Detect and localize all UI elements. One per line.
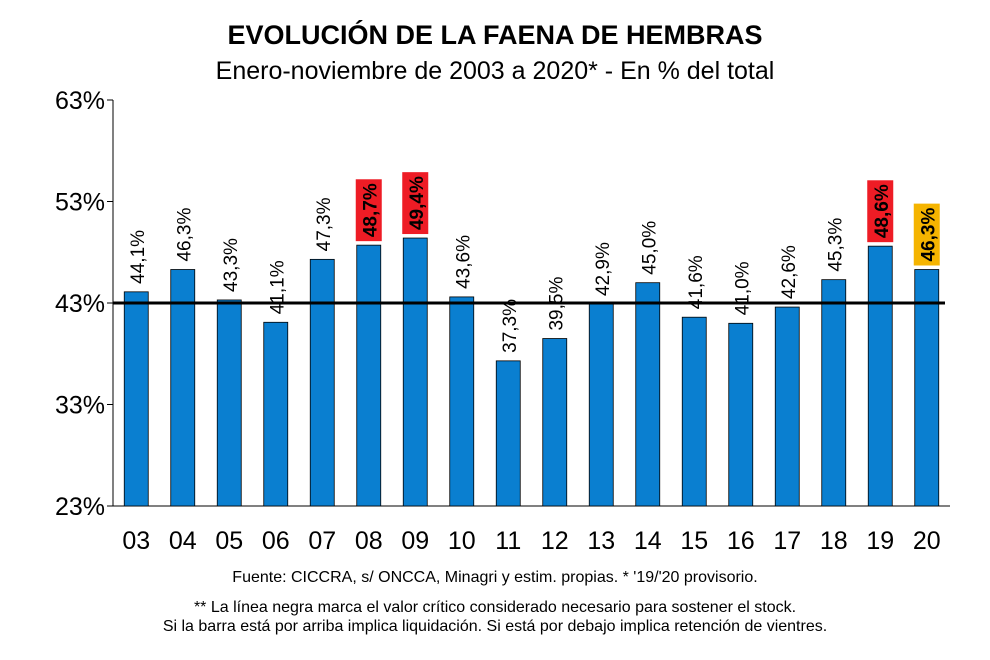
value-label: 49,4%: [407, 176, 428, 230]
chart-subtitle: Enero-noviembre de 2003 a 2020* - En % d…: [216, 57, 775, 85]
x-tick-label: 18: [820, 527, 848, 555]
x-tick-label: 04: [169, 527, 197, 555]
bar: [356, 244, 382, 507]
value-label: 41,0%: [733, 261, 754, 315]
value-label: 48,6%: [872, 184, 893, 238]
bar: [170, 269, 196, 507]
value-label: 45,3%: [826, 218, 847, 272]
value-label-background: [913, 203, 940, 266]
bar: [449, 296, 475, 507]
x-tick-label: 09: [401, 527, 429, 555]
x-tick-label: 19: [866, 527, 894, 555]
bar: [309, 258, 335, 507]
x-tick-label: 07: [308, 527, 336, 555]
value-label: 42,6%: [779, 245, 800, 299]
x-tick-label: 06: [262, 527, 290, 555]
value-label: 41,6%: [686, 255, 707, 309]
bar: [821, 279, 847, 507]
x-tick-label: 10: [448, 527, 476, 555]
x-tick-label: 15: [680, 527, 708, 555]
value-label: 45,0%: [640, 221, 661, 275]
bar: [774, 306, 800, 507]
y-tick-label: 23%: [55, 493, 105, 521]
x-tick-label: 03: [122, 527, 150, 555]
x-tick-label: 17: [773, 527, 801, 555]
bar: [216, 299, 242, 507]
chart-title: EVOLUCIÓN DE LA FAENA DE HEMBRAS: [227, 19, 762, 50]
bar: [263, 321, 289, 507]
x-tick-label: 16: [727, 527, 755, 555]
value-label-background: [355, 179, 382, 242]
bar: [681, 316, 707, 507]
x-tick-label: 14: [634, 527, 662, 555]
source-note: Fuente: CICCRA, s/ ONCCA, Minagri y esti…: [232, 569, 757, 586]
bar: [402, 237, 428, 507]
value-label: 37,3%: [500, 299, 521, 353]
footnote: Si la barra está por arriba implica liqu…: [163, 618, 827, 635]
x-tick-label: 08: [355, 527, 383, 555]
value-label: 46,3%: [175, 208, 196, 262]
x-tick-label: 05: [215, 527, 243, 555]
value-label: 42,9%: [593, 242, 614, 296]
bar: [867, 245, 893, 507]
footnote: ** La línea negra marca el valor crítico…: [194, 599, 796, 616]
value-label-background: [402, 172, 429, 235]
bar: [495, 360, 521, 507]
x-tick-label: 20: [913, 527, 941, 555]
y-tick-label: 43%: [55, 290, 105, 318]
x-tick-label: 12: [541, 527, 569, 555]
value-label: 48,7%: [361, 183, 382, 237]
value-label: 41,1%: [268, 260, 289, 314]
bar: [635, 282, 661, 507]
value-label: 43,3%: [221, 238, 242, 292]
value-label-background: [867, 180, 894, 243]
y-tick-label: 33%: [55, 392, 105, 420]
value-label: 47,3%: [314, 197, 335, 251]
bar: [914, 269, 940, 507]
bar: [123, 291, 149, 507]
y-tick-label: 53%: [55, 189, 105, 217]
bar: [728, 322, 754, 507]
y-tick-label: 63%: [55, 87, 105, 115]
x-tick-label: 11: [495, 527, 521, 555]
bar: [588, 303, 614, 507]
x-tick-label: 13: [587, 527, 615, 555]
value-label: 44,1%: [128, 230, 149, 284]
value-label: 43,6%: [454, 235, 475, 289]
value-label: 46,3%: [919, 208, 940, 262]
bar: [542, 338, 568, 507]
